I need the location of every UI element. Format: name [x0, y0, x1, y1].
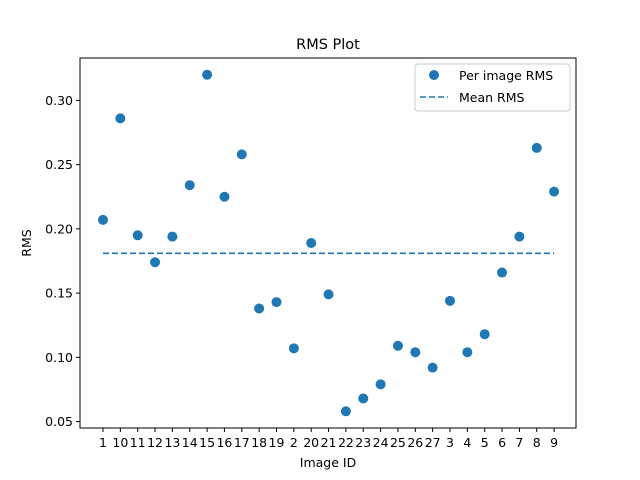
data-point	[184, 180, 195, 191]
x-axis-label: Image ID	[300, 455, 356, 470]
legend-box	[414, 63, 571, 112]
plot-area: 0.050.100.150.200.250.301 10 11 12 13 14 15 16 1…	[45, 69, 560, 450]
data-point	[462, 347, 473, 358]
data-point	[514, 231, 525, 242]
x-tick-label: 14	[182, 435, 198, 450]
data-point	[306, 238, 317, 248]
x-tick-label: 25	[390, 435, 406, 450]
x-tick-label: 15	[199, 435, 215, 450]
y-tick-label: 0.30	[45, 93, 73, 108]
legend: Per image RMS Mean RMS	[414, 63, 571, 112]
y-tick-label: 0.05	[45, 414, 73, 429]
x-tick-label: 7	[515, 435, 523, 450]
data-point	[549, 186, 560, 197]
data-point	[340, 406, 351, 417]
x-tick-label: 18	[251, 435, 267, 450]
legend-scatter-marker	[429, 70, 439, 80]
data-point	[358, 393, 369, 404]
y-tick-label: 0.15	[45, 286, 73, 301]
data-point	[392, 340, 403, 351]
x-tick-label: 22	[338, 435, 354, 450]
plot-frame	[79, 57, 577, 429]
data-point	[531, 142, 542, 153]
x-tick-label: 6	[498, 435, 506, 450]
data-point	[271, 297, 282, 308]
data-point	[410, 347, 421, 358]
x-tick-label: 20	[303, 435, 319, 450]
x-tick-label: 27	[425, 435, 441, 450]
data-point	[167, 231, 178, 242]
x-tick-label: 19	[269, 435, 285, 450]
x-tick-label: 2	[290, 435, 298, 450]
data-point	[236, 149, 247, 160]
x-tick-label: 10	[112, 435, 128, 450]
x-tick-label: 21	[321, 435, 337, 450]
x-tick-label: 12	[147, 435, 163, 450]
data-point	[254, 303, 265, 314]
data-point	[323, 289, 334, 300]
x-tick-label: 13	[164, 435, 180, 450]
data-point	[150, 257, 161, 268]
y-tick-label: 0.20	[45, 221, 73, 236]
data-point	[427, 362, 438, 373]
x-tick-label: 11	[130, 435, 146, 450]
data-point	[375, 379, 386, 390]
x-tick-label: 5	[481, 435, 489, 450]
y-axis-label: RMS	[19, 229, 34, 256]
data-point	[445, 295, 455, 306]
data-point	[497, 267, 508, 278]
x-tick-label: 8	[533, 435, 541, 450]
data-point	[132, 230, 143, 241]
data-point	[202, 69, 213, 80]
x-tick-label: 3	[446, 435, 454, 450]
x-tick-label: 4	[463, 435, 471, 450]
chart-title: RMS Plot	[296, 37, 360, 53]
x-tick-label: 17	[234, 435, 250, 450]
data-point	[115, 113, 126, 124]
x-tick-label: 1	[99, 435, 107, 450]
data-point	[219, 191, 230, 202]
x-tick-label: 9	[550, 435, 558, 450]
legend-label-mean-rms: Mean RMS	[459, 90, 525, 105]
x-tick-label: 26	[407, 435, 423, 450]
x-tick-label: 16	[216, 435, 232, 450]
x-tick-label: 23	[355, 435, 371, 450]
data-point	[479, 329, 490, 340]
y-tick-label: 0.25	[45, 157, 73, 172]
data-point	[288, 343, 299, 354]
data-point	[98, 214, 108, 225]
y-tick-label: 0.10	[45, 350, 73, 365]
x-tick-label: 24	[373, 435, 389, 450]
legend-label-per-image-rms: Per image RMS	[459, 68, 553, 83]
